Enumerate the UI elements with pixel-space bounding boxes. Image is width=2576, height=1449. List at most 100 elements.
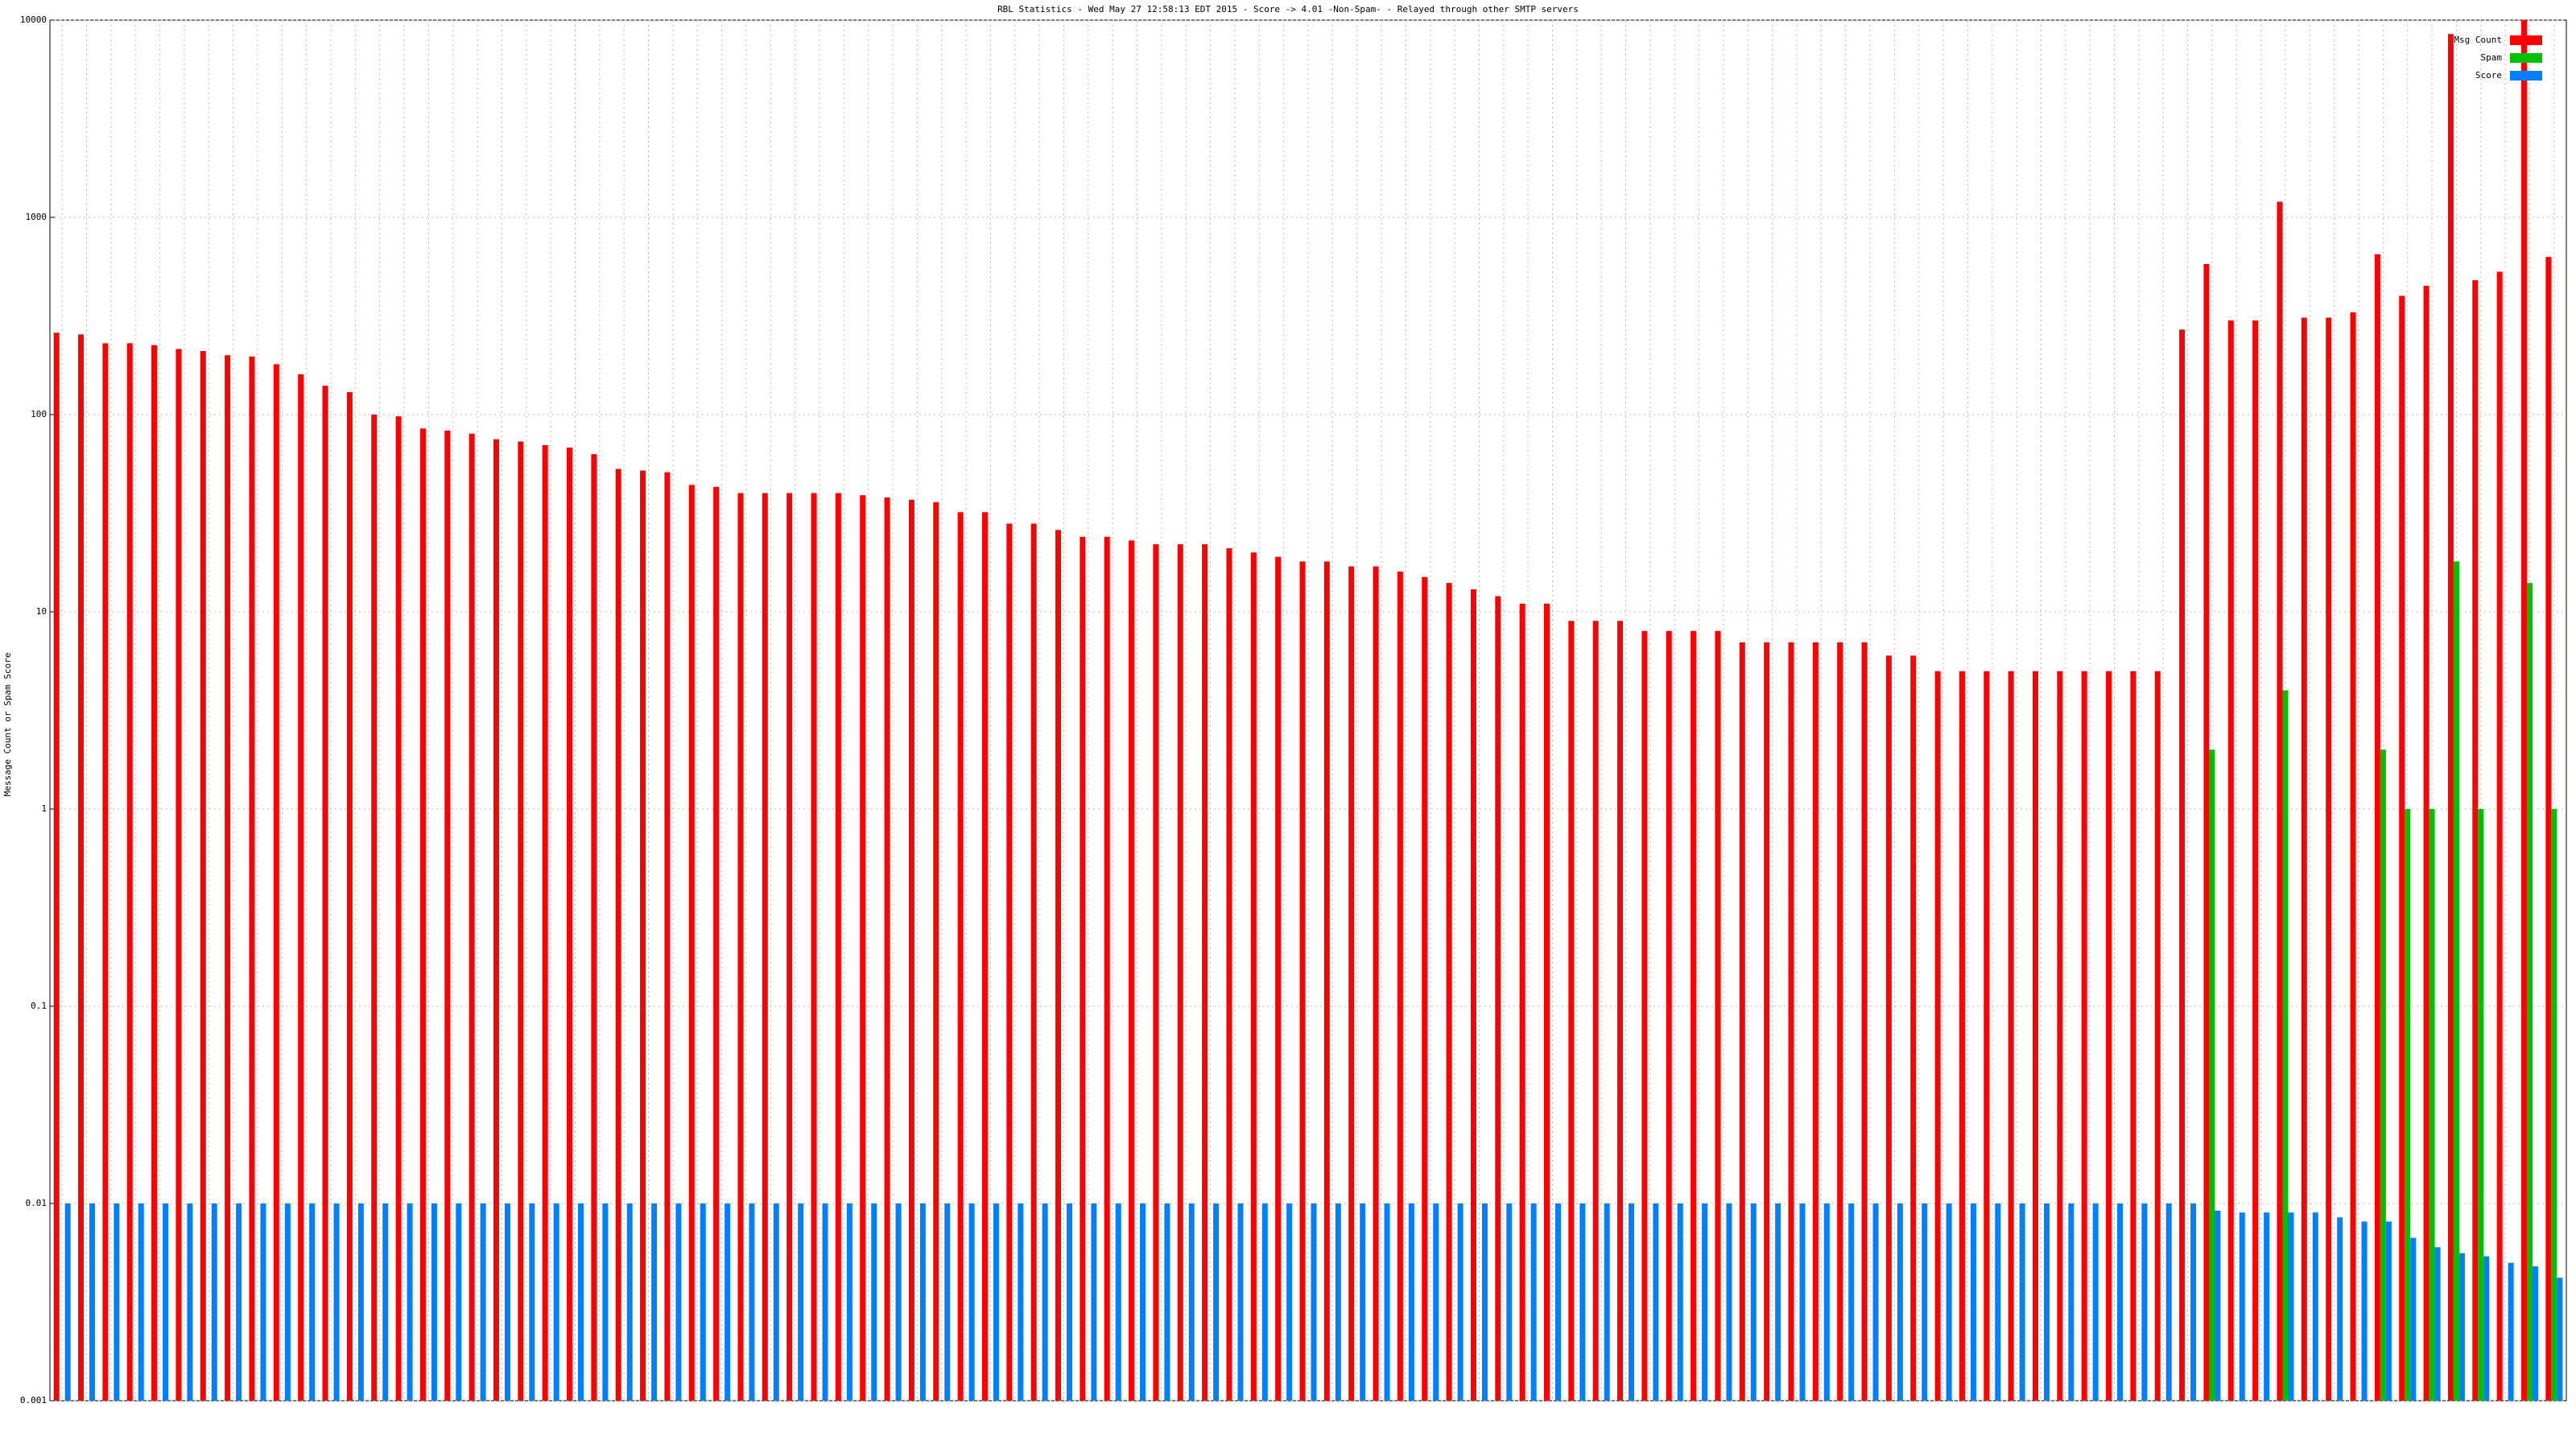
bar bbox=[211, 1203, 217, 1401]
bar bbox=[957, 512, 964, 1401]
bar bbox=[749, 1203, 755, 1401]
bar bbox=[626, 1203, 633, 1401]
legend-swatch bbox=[2510, 35, 2542, 45]
bar bbox=[2374, 254, 2380, 1402]
bar bbox=[1080, 536, 1086, 1401]
bar bbox=[236, 1203, 242, 1401]
bar bbox=[1604, 1203, 1610, 1401]
bar bbox=[786, 493, 793, 1401]
bar bbox=[664, 472, 671, 1402]
bar bbox=[2081, 671, 2087, 1401]
bar bbox=[1348, 566, 1355, 1401]
bar bbox=[2526, 583, 2533, 1401]
bar bbox=[1408, 1203, 1414, 1401]
bar bbox=[567, 448, 573, 1401]
bar bbox=[1579, 1203, 1586, 1401]
bar bbox=[1055, 530, 1062, 1401]
bar bbox=[2179, 329, 2186, 1401]
bar bbox=[2043, 1203, 2050, 1401]
bar bbox=[2277, 201, 2283, 1402]
y-tick-label: 0.001 bbox=[20, 1395, 47, 1406]
bar bbox=[200, 351, 206, 1401]
legend-swatch bbox=[2510, 53, 2542, 63]
bar bbox=[1481, 1203, 1488, 1401]
bar bbox=[1018, 1203, 1024, 1401]
bar bbox=[163, 1203, 169, 1401]
bar bbox=[1823, 1203, 1830, 1401]
bar bbox=[1641, 630, 1648, 1401]
bar bbox=[357, 1203, 364, 1401]
bar bbox=[1495, 596, 1501, 1401]
legend-label: Score bbox=[2475, 70, 2502, 80]
bar bbox=[1653, 1203, 1659, 1401]
bar bbox=[382, 1203, 389, 1401]
bar bbox=[1177, 544, 1183, 1401]
legend-swatch bbox=[2510, 71, 2542, 80]
bar bbox=[835, 493, 841, 1401]
bar bbox=[1030, 523, 1037, 1401]
bar bbox=[1115, 1203, 1121, 1401]
bar bbox=[1750, 1203, 1757, 1401]
bar bbox=[346, 392, 353, 1402]
bar bbox=[1946, 1203, 1952, 1401]
bar bbox=[2410, 1237, 2417, 1401]
bar bbox=[944, 1203, 951, 1401]
bar bbox=[322, 386, 328, 1402]
bar bbox=[2458, 1253, 2465, 1401]
bar bbox=[2227, 320, 2234, 1402]
legend-label: Msg Count bbox=[2454, 35, 2502, 45]
bar bbox=[1959, 671, 1965, 1401]
bar bbox=[1506, 1203, 1513, 1401]
bar bbox=[2551, 809, 2557, 1401]
bar bbox=[1373, 566, 1379, 1401]
bar bbox=[1470, 589, 1476, 1401]
bar bbox=[260, 1203, 266, 1401]
bar bbox=[822, 1203, 828, 1401]
bar bbox=[1153, 544, 1159, 1401]
bar bbox=[2429, 809, 2435, 1401]
bar bbox=[1984, 671, 1990, 1401]
bar bbox=[1446, 583, 1452, 1401]
bar bbox=[2405, 809, 2411, 1401]
bar bbox=[395, 416, 402, 1401]
bar bbox=[2117, 1203, 2124, 1401]
y-tick-label: 100 bbox=[31, 409, 47, 419]
bar bbox=[1261, 1203, 1268, 1401]
bar bbox=[1397, 571, 1403, 1401]
bar bbox=[151, 345, 158, 1401]
bar bbox=[908, 499, 914, 1402]
bar bbox=[1042, 1203, 1048, 1401]
chart-title: RBL Statistics - Wed May 27 12:58:13 EDT… bbox=[997, 4, 1579, 14]
bar bbox=[1335, 1203, 1341, 1401]
bar bbox=[1861, 642, 1868, 1401]
bar bbox=[1848, 1203, 1855, 1401]
bar bbox=[724, 1203, 731, 1401]
bar bbox=[493, 439, 499, 1401]
bar bbox=[1910, 655, 1917, 1401]
bar bbox=[2141, 1203, 2148, 1401]
bar bbox=[993, 1203, 999, 1401]
bar bbox=[1995, 1203, 2001, 1401]
bar bbox=[846, 1203, 852, 1401]
bar bbox=[1543, 603, 1550, 1401]
bar bbox=[518, 441, 524, 1402]
bar bbox=[419, 428, 426, 1401]
bar bbox=[1226, 548, 1232, 1401]
bar bbox=[1213, 1203, 1220, 1401]
bar bbox=[469, 433, 475, 1402]
bar bbox=[2068, 1203, 2074, 1401]
bar bbox=[1519, 603, 1525, 1401]
bar bbox=[2478, 809, 2484, 1401]
bar bbox=[2326, 317, 2332, 1401]
bar bbox=[2252, 320, 2259, 1402]
bar bbox=[773, 1203, 779, 1401]
bar bbox=[1202, 544, 1208, 1401]
bar bbox=[1140, 1203, 1146, 1401]
bar bbox=[688, 485, 695, 1402]
bar bbox=[895, 1203, 902, 1401]
bar bbox=[53, 332, 60, 1401]
bar bbox=[2288, 1212, 2294, 1401]
bar bbox=[78, 334, 85, 1401]
bar bbox=[933, 502, 939, 1402]
